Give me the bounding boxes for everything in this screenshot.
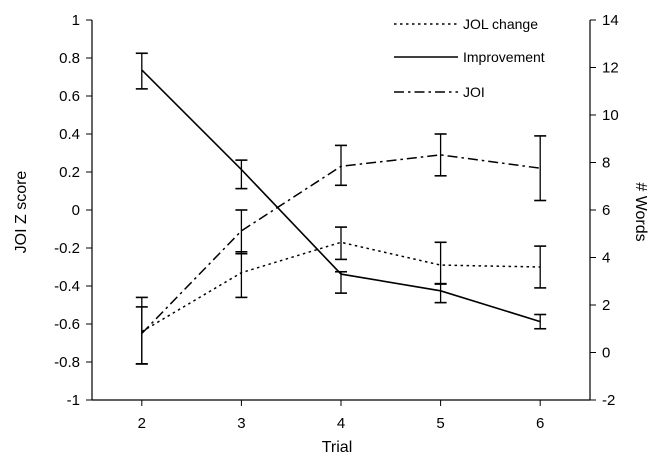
left-tick-label: -0.4 xyxy=(54,278,80,295)
error-bar xyxy=(335,226,347,261)
series-layer xyxy=(135,52,547,365)
legend-label: JOL change xyxy=(463,16,538,32)
left-tick-label: -0.6 xyxy=(54,316,80,333)
series-joi xyxy=(135,133,547,365)
right-axis-title: # Words xyxy=(632,182,649,241)
right-tick-label: 6 xyxy=(602,202,610,219)
left-axis-title: JOI Z score xyxy=(13,171,30,254)
left-tick-label: -1 xyxy=(67,392,80,409)
series-jol-change xyxy=(135,226,547,365)
x-tick-label: 6 xyxy=(536,415,544,432)
left-tick-label: 0.8 xyxy=(59,50,80,67)
left-tick-label: 0 xyxy=(72,202,80,219)
right-tick-label: 10 xyxy=(602,107,619,124)
right-tick-label: 12 xyxy=(602,60,619,77)
error-bar xyxy=(534,135,547,202)
legend-label: JOI xyxy=(463,84,485,100)
error-bar xyxy=(135,296,148,365)
error-bar xyxy=(534,245,547,289)
right-tick-label: 2 xyxy=(602,297,610,314)
x-tick-label: 2 xyxy=(138,415,146,432)
legend: JOL change Improvement JOI xyxy=(394,16,545,100)
left-tick-label: -0.8 xyxy=(54,354,80,371)
right-tick-label: 0 xyxy=(602,345,610,362)
right-tick-label: 14 xyxy=(602,12,619,29)
plot-frame xyxy=(91,20,591,401)
series-line xyxy=(141,241,541,333)
left-tick-label: 0.2 xyxy=(59,164,80,181)
x-axis-title: Trial xyxy=(322,439,353,456)
series-improvement xyxy=(135,52,547,330)
error-bar xyxy=(434,241,447,285)
legend-label: Improvement xyxy=(463,49,545,65)
right-tick-label: -2 xyxy=(602,392,615,409)
error-bar xyxy=(235,251,248,299)
left-tick-label: 0.4 xyxy=(59,126,80,143)
right-axis-ticks: -2 0 2 4 6 8 10 12 14 xyxy=(590,12,619,409)
error-bar xyxy=(534,313,547,330)
error-bar xyxy=(434,133,447,177)
right-tick-label: 8 xyxy=(602,155,610,172)
error-bar xyxy=(235,209,248,255)
error-bar xyxy=(335,270,347,294)
error-bar xyxy=(434,282,447,304)
x-tick-label: 4 xyxy=(337,415,345,432)
left-tick-label: 1 xyxy=(72,12,80,29)
error-bar xyxy=(235,159,248,190)
x-axis-ticks: 2 3 4 5 6 xyxy=(138,400,544,432)
error-bar xyxy=(135,52,148,90)
right-tick-label: 4 xyxy=(602,250,610,267)
left-axis-ticks: -1 -0.8 -0.6 -0.4 -0.2 0 0.2 0.4 0.6 0.8 1 xyxy=(54,12,92,409)
error-bar xyxy=(335,144,347,187)
x-tick-label: 5 xyxy=(436,415,444,432)
x-tick-label: 3 xyxy=(237,415,245,432)
left-tick-label: 0.6 xyxy=(59,88,80,105)
left-tick-label: -0.2 xyxy=(54,240,80,257)
